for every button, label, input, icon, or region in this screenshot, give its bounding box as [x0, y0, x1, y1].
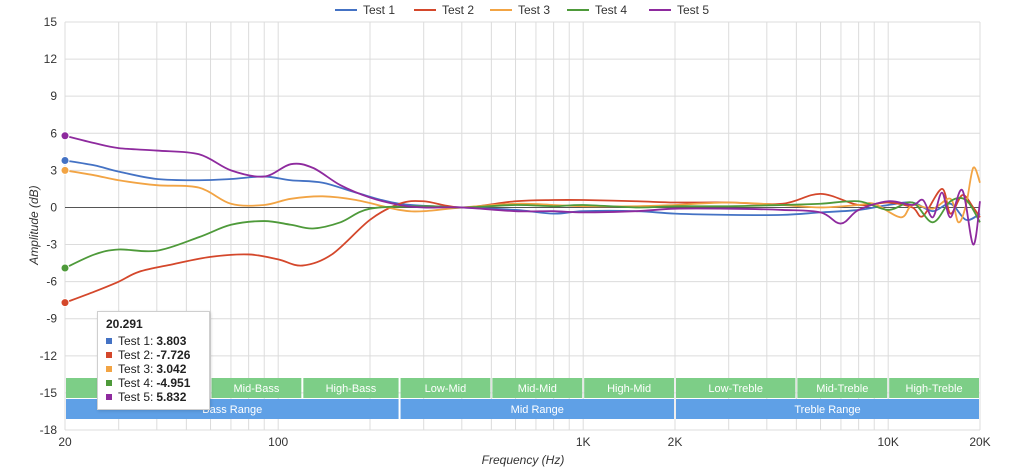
- legend-item-test-3[interactable]: Test 3: [518, 3, 550, 17]
- y-tick-label: 15: [44, 15, 58, 29]
- tooltip-swatch: [106, 366, 112, 372]
- tick-labels: -18 -15 -12 -9 -6 -3 0 3 6 9 12 15 20 100 1K 2K 10K 20K: [40, 15, 991, 449]
- x-tick-label: 10K: [878, 435, 899, 449]
- legend-item-test-1[interactable]: Test 1: [363, 3, 395, 17]
- hover-point-test-3: [60, 165, 70, 175]
- sub-range-band-label: High-Mid: [607, 383, 651, 395]
- sub-range-band: [211, 378, 302, 398]
- y-tick-label: -9: [46, 312, 57, 326]
- tooltip-row: Test 1: 3.803: [106, 334, 201, 348]
- tooltip-series-name: Test 3:: [118, 362, 154, 376]
- y-tick-label: -3: [46, 238, 57, 252]
- hover-point-test-5: [60, 131, 70, 141]
- tooltip-series-value: -7.726: [156, 348, 191, 362]
- y-tick-label: 12: [44, 52, 58, 66]
- hover-tooltip: 20.291 Test 1: 3.803 Test 2: -7.726 Test 3: 3…: [97, 311, 210, 410]
- sub-range-band-label: Mid-Bass: [234, 383, 280, 395]
- x-axis-title: Frequency (Hz): [482, 453, 565, 467]
- legend[interactable]: Test 1 Test 2 Test 3 Test 4 Test 5: [335, 3, 709, 17]
- series-line-test-5: [64, 134, 981, 246]
- tooltip-series-value: 5.832: [156, 390, 187, 404]
- hover-point-test-4: [60, 263, 70, 273]
- sub-range-band: [676, 378, 796, 398]
- hover-point-test-2: [60, 298, 70, 308]
- x-tick-label: 100: [268, 435, 288, 449]
- y-tick-label: 3: [50, 163, 57, 177]
- tooltip-series-value: -4.951: [156, 376, 191, 390]
- tooltip-series-name: Test 1:: [118, 334, 154, 348]
- series-line-test-2: [64, 188, 981, 304]
- main-range-band: [676, 399, 979, 419]
- tooltip-row: Test 5: 5.832: [106, 390, 201, 404]
- y-tick-label: -12: [40, 349, 58, 363]
- legend-item-test-2[interactable]: Test 2: [442, 3, 474, 17]
- tooltip-swatch: [106, 394, 112, 400]
- sub-range-band-label: Low-Treble: [708, 383, 763, 395]
- x-tick-label: 1K: [576, 435, 591, 449]
- tooltip-series-value: 3.803: [156, 334, 187, 348]
- x-tick-label: 20K: [969, 435, 990, 449]
- tooltip-series-name: Test 4:: [118, 376, 154, 390]
- sub-range-band: [797, 378, 888, 398]
- main-range-band-label: Mid Range: [511, 404, 564, 416]
- tooltip-series-name: Test 2:: [118, 348, 154, 362]
- sub-range-band-label: High-Bass: [326, 383, 377, 395]
- tooltip-swatch: [106, 380, 112, 386]
- y-tick-label: -15: [40, 386, 58, 400]
- sub-range-band-label: High-Treble: [906, 383, 963, 395]
- y-tick-label: -6: [46, 275, 57, 289]
- x-tick-label: 2K: [668, 435, 683, 449]
- series-line-test-4: [64, 197, 981, 269]
- sub-range-band: [400, 378, 491, 398]
- sub-range-band-label: Low-Mid: [425, 383, 467, 395]
- legend-item-test-5[interactable]: Test 5: [677, 3, 709, 17]
- grid-layer: [64, 21, 981, 431]
- y-tick-label: 6: [50, 126, 57, 140]
- tooltip-title: 20.291: [106, 317, 143, 331]
- main-range-band: [400, 399, 674, 419]
- tooltip-series-name: Test 5:: [118, 390, 154, 404]
- main-range-band-label: Bass Range: [202, 404, 262, 416]
- y-tick-label: -18: [40, 423, 58, 437]
- sub-range-band: [584, 378, 674, 398]
- y-axis-title: Amplitude (dB): [27, 185, 41, 265]
- sub-range-band: [889, 378, 979, 398]
- y-tick-label: 0: [50, 200, 57, 214]
- x-tick-label: 20: [58, 435, 72, 449]
- sub-range-band: [303, 378, 399, 398]
- sub-range-band: [492, 378, 583, 398]
- tooltip-swatch: [106, 338, 112, 344]
- hover-point-test-1: [60, 155, 70, 165]
- series-layer: [60, 131, 981, 308]
- sub-range-band-label: Mid-Mid: [518, 383, 557, 395]
- tooltip-row: Test 4: -4.951: [106, 376, 201, 390]
- sub-range-band-label: Mid-Treble: [816, 383, 868, 395]
- tooltip-row: Test 2: -7.726: [106, 348, 201, 362]
- tooltip-row: Test 3: 3.042: [106, 362, 201, 376]
- series-line-test-3: [64, 166, 981, 224]
- legend-item-test-4[interactable]: Test 4: [595, 3, 627, 17]
- y-tick-label: 9: [50, 89, 57, 103]
- main-range-band-label: Treble Range: [794, 404, 860, 416]
- series-line-test-1: [64, 159, 981, 221]
- tooltip-series-value: 3.042: [156, 362, 187, 376]
- tooltip-swatch: [106, 352, 112, 358]
